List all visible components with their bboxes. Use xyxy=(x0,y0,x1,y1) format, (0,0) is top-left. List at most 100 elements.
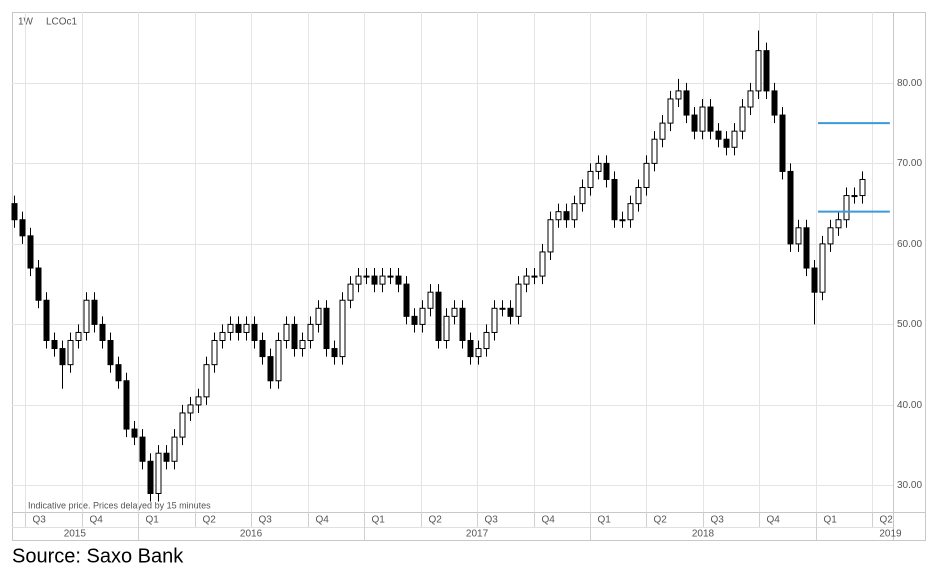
candle-body xyxy=(851,195,858,198)
candle-body xyxy=(547,219,554,253)
candle-body xyxy=(291,323,298,350)
candle-body xyxy=(459,307,466,342)
candle-body xyxy=(283,323,290,342)
candle-body xyxy=(627,203,634,221)
candle-body xyxy=(307,323,314,342)
candle-body xyxy=(619,219,626,222)
x-tick-label: Q1 xyxy=(372,515,386,526)
candle-body xyxy=(651,138,658,164)
candle-body xyxy=(491,307,498,333)
y-tick-label: 50.00 xyxy=(897,319,922,330)
x-tick-label: Q2 xyxy=(203,515,217,526)
candle-body xyxy=(699,106,706,132)
candle-body xyxy=(363,275,370,278)
candle-body xyxy=(587,170,594,189)
candle-body xyxy=(499,307,506,310)
candle-body xyxy=(451,307,458,317)
candle-body xyxy=(523,275,530,285)
candle-body xyxy=(11,203,18,221)
year-label: 2017 xyxy=(466,529,489,540)
candle-body xyxy=(59,348,66,366)
candle-body xyxy=(403,283,410,317)
candle-body xyxy=(147,460,154,494)
x-tick-label: Q2 xyxy=(429,515,443,526)
x-tick-label: Q3 xyxy=(711,515,725,526)
candle-body xyxy=(731,130,738,148)
candle-body xyxy=(195,396,202,406)
candle-body xyxy=(91,299,98,325)
candle-body xyxy=(211,340,218,366)
candle-body xyxy=(203,364,210,398)
candle-body xyxy=(715,130,722,140)
candle-body xyxy=(99,323,106,342)
candle-body xyxy=(827,227,834,245)
candle-body xyxy=(603,162,610,180)
candle-body xyxy=(579,187,586,205)
candle-body xyxy=(667,98,674,124)
candle-body xyxy=(683,90,690,116)
candle-body xyxy=(787,170,794,245)
candle-body xyxy=(187,404,194,414)
candle-body xyxy=(483,331,490,350)
y-tick-label: 30.00 xyxy=(897,480,922,491)
candle-body xyxy=(475,348,482,358)
candle-body xyxy=(115,364,122,382)
y-tick-label: 60.00 xyxy=(897,239,922,250)
candle-body xyxy=(235,323,242,333)
candle-body xyxy=(803,227,810,269)
candle-body xyxy=(747,90,754,108)
symbol-label: LCOc1 xyxy=(46,17,78,28)
source: Source: Saxo Bank xyxy=(12,545,184,567)
x-tick-label: Q4 xyxy=(767,515,781,526)
year-label: 2019 xyxy=(879,529,902,540)
candle-body xyxy=(515,283,522,317)
candle-body xyxy=(83,299,90,333)
candle-body xyxy=(227,323,234,333)
candle-body xyxy=(139,436,146,462)
x-tick-label: Q1 xyxy=(598,515,612,526)
candle-body xyxy=(379,275,386,285)
candle-body xyxy=(27,235,34,269)
candle-body xyxy=(299,340,306,350)
candle-body xyxy=(507,307,514,317)
candle-body xyxy=(107,340,114,366)
candle-body xyxy=(131,428,138,438)
candle-body xyxy=(563,211,570,221)
candle-body xyxy=(331,348,338,358)
x-tick-label: Q1 xyxy=(146,515,160,526)
candle-body xyxy=(275,340,282,382)
candle-body xyxy=(763,50,770,92)
candle-body xyxy=(427,291,434,309)
x-tick-label: Q1 xyxy=(824,515,838,526)
candle-body xyxy=(155,452,162,494)
x-tick-label: Q4 xyxy=(316,515,330,526)
candle-body xyxy=(355,275,362,285)
candle-body xyxy=(419,307,426,325)
year-label: 2015 xyxy=(64,529,87,540)
candle-body xyxy=(779,114,786,172)
x-tick-label: Q2 xyxy=(880,515,894,526)
candle-body xyxy=(163,452,170,462)
x-tick-label: Q4 xyxy=(542,515,556,526)
candle-body xyxy=(811,267,818,293)
y-tick-label: 40.00 xyxy=(897,400,922,411)
year-label: 2018 xyxy=(692,529,715,540)
candle-body xyxy=(835,219,842,229)
candle-body xyxy=(555,211,562,221)
candle-body xyxy=(259,340,266,358)
x-tick-label: Q3 xyxy=(33,515,47,526)
candle-body xyxy=(859,178,866,197)
candle-body xyxy=(843,195,850,221)
candle-body xyxy=(315,307,322,325)
year-label: 2016 xyxy=(240,529,263,540)
candle-body xyxy=(723,138,730,148)
candle-body xyxy=(75,331,82,342)
footnote: Indicative price. Prices delayed by 15 m… xyxy=(28,500,211,510)
candle-body xyxy=(347,283,354,301)
candle-body xyxy=(659,122,666,140)
candle-body xyxy=(51,340,58,350)
candle-body xyxy=(123,380,130,430)
candle-body xyxy=(571,203,578,221)
candle-body xyxy=(531,275,538,278)
candle-body xyxy=(819,243,826,293)
